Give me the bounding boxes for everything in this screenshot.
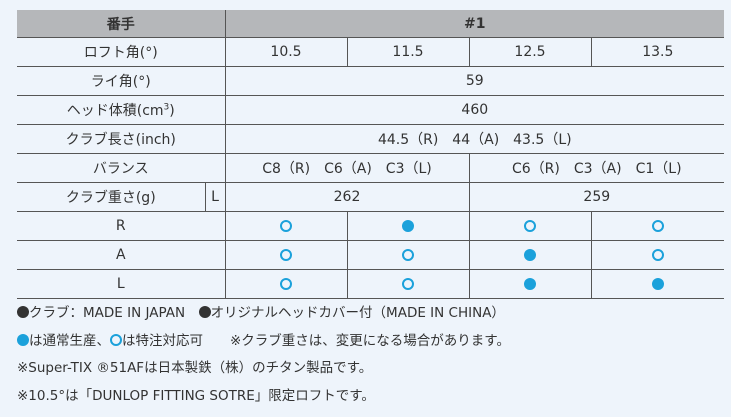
flex-label: R <box>17 211 225 241</box>
open-circle-icon <box>651 249 664 261</box>
open-circle-icon <box>651 220 664 232</box>
flex-row-a: A <box>17 240 725 270</box>
loft-value: 10.5 <box>224 37 347 67</box>
note-legend: は通常生産、 は特注対応可 ※クラブ重さは、変更になる場合があります。 <box>17 328 510 356</box>
header-value: #1 <box>224 10 725 38</box>
loft-value: 13.5 <box>590 37 725 67</box>
availability-cell <box>590 211 725 241</box>
note-weight: ※クラブ重さは、変更になる場合があります。 <box>230 332 510 349</box>
flex-label: L <box>17 269 225 299</box>
filled-circle-icon <box>524 278 536 290</box>
balance-right: C6（R) C3（A) C1（L) <box>468 153 725 183</box>
black-dot-icon <box>17 306 29 318</box>
note-loft: ※10.5°は「DUNLOP FITTING SOTRE」限定ロフトです。 <box>17 387 375 404</box>
availability-cell <box>468 240 591 270</box>
volume-row: ヘッド体積(cm3) 460 <box>17 95 725 125</box>
note-titanium: ※Super-TIX ®51AFは日本製鉄（株）のチタン製品です。 <box>17 360 373 376</box>
availability-cell <box>590 240 725 270</box>
weight-row: クラブ重さ(g) L 262 259 <box>17 182 725 212</box>
loft-value: 12.5 <box>468 37 591 67</box>
weight-right: 259 <box>468 182 725 212</box>
volume-label-sup: 3 <box>163 102 170 113</box>
header-row: 番手 #1 <box>17 10 725 38</box>
filled-circle-icon <box>17 333 29 346</box>
note-standard: は通常生産、 <box>29 332 110 349</box>
flex-row-r: R <box>17 211 725 241</box>
loft-row: ロフト角(°) 10.5 11.5 12.5 13.5 <box>17 37 725 67</box>
weight-flex: L <box>204 182 225 212</box>
note-special: は特注対応可 <box>122 332 203 349</box>
availability-cell <box>468 269 591 299</box>
lie-value: 59 <box>224 66 725 96</box>
weight-left: 262 <box>224 182 469 212</box>
availability-cell <box>346 240 469 270</box>
length-value: 44.5（R) 44（A) 43.5（L) <box>224 124 725 154</box>
length-label: クラブ長さ(inch) <box>17 124 225 154</box>
availability-cell <box>346 269 469 299</box>
open-circle-icon <box>280 278 292 290</box>
availability-cell <box>590 269 725 299</box>
loft-value: 11.5 <box>346 37 469 67</box>
volume-label-end: ) <box>169 103 175 119</box>
black-dot-icon <box>198 306 211 318</box>
volume-label: ヘッド体積(cm3) <box>17 95 225 125</box>
availability-cell <box>224 269 347 299</box>
balance-left: C8（R) C6（A) C3（L) <box>224 153 469 183</box>
note-made-cover: オリジナルヘッドカバー付（MADE IN CHINA） <box>210 305 505 321</box>
open-circle-icon <box>280 220 292 232</box>
note-made: クラブ：MADE IN JAPAN オリジナルヘッドカバー付（MADE IN C… <box>17 300 510 328</box>
open-circle-icon <box>280 249 292 261</box>
filled-circle-icon <box>524 249 536 261</box>
volume-value: 460 <box>224 95 725 125</box>
filled-circle-icon <box>402 220 414 232</box>
flex-label: A <box>17 240 225 270</box>
availability-cell <box>468 211 591 241</box>
availability-cell <box>224 211 347 241</box>
lie-row: ライ角(°) 59 <box>17 66 725 96</box>
note-made-club: クラブ：MADE IN JAPAN <box>29 305 186 321</box>
lie-label: ライ角(°) <box>17 66 225 96</box>
open-circle-icon <box>524 220 536 232</box>
balance-row: バランス C8（R) C6（A) C3（L) C6（R) C3（A) C1（L) <box>17 153 725 183</box>
spec-table: 番手 #1 ロフト角(°) 10.5 11.5 12.5 13.5 ライ角(°)… <box>17 10 725 299</box>
flex-row-l: L <box>17 269 725 299</box>
open-circle-icon <box>110 333 122 346</box>
filled-circle-icon <box>651 278 664 290</box>
length-row: クラブ長さ(inch) 44.5（R) 44（A) 43.5（L) <box>17 124 725 154</box>
weight-label: クラブ重さ(g) <box>17 182 205 212</box>
notes: クラブ：MADE IN JAPAN オリジナルヘッドカバー付（MADE IN C… <box>17 300 510 410</box>
loft-label: ロフト角(°) <box>17 37 225 67</box>
availability-cell <box>346 211 469 241</box>
volume-label-text: ヘッド体積(cm <box>66 103 164 119</box>
open-circle-icon <box>402 249 414 261</box>
header-label: 番手 <box>17 10 225 38</box>
availability-cell <box>224 240 347 270</box>
open-circle-icon <box>402 278 414 290</box>
balance-label: バランス <box>17 153 225 183</box>
